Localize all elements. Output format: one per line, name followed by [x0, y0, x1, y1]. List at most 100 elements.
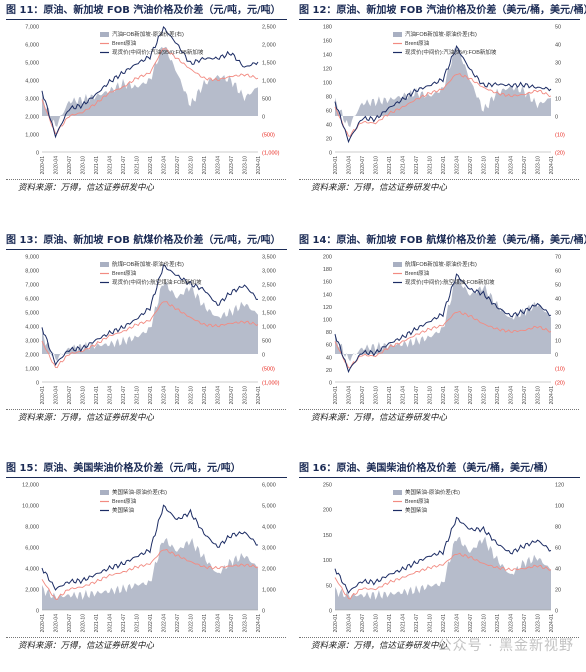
legend-label: 航煤FOB新加坡-原油价差(右) — [405, 260, 477, 268]
y2-tick-label: 10 — [555, 339, 561, 345]
x-tick-label: 2021-01 — [387, 614, 393, 633]
y-tick-label: 2,000 — [25, 115, 39, 121]
y-tick-label: 180 — [323, 267, 332, 273]
x-tick-label: 2023-01 — [202, 614, 208, 633]
x-tick-label: 2021-01 — [387, 386, 393, 405]
x-tick-label: 2020-10 — [373, 614, 379, 633]
watermark: 公众号 · 黑金新视野 — [437, 638, 574, 654]
y-tick-label: 6,000 — [25, 297, 39, 303]
y-tick-label: 60 — [326, 109, 332, 115]
x-tick-label: 2022-01 — [441, 614, 447, 633]
series-line-product — [334, 273, 552, 374]
y-tick-label: 200 — [323, 255, 332, 261]
x-tick-label: 2023-01 — [495, 386, 501, 405]
y2-tick-label: 0 — [555, 353, 558, 359]
legend-label: 美国柴油-原油价差(右) — [112, 488, 167, 496]
y2-tick-label: 5,000 — [262, 504, 276, 510]
x-tick-label: 2023-04 — [508, 156, 514, 175]
y2-tick-label: 40 — [555, 567, 561, 573]
x-tick-label: 2020-07 — [360, 386, 366, 405]
y-tick-label: 0 — [329, 609, 332, 615]
legend-label: Brent原油 — [112, 39, 137, 47]
y-tick-label: 1,000 — [25, 367, 39, 373]
x-tick-label: 2020-04 — [346, 386, 352, 405]
y-tick-label: 8,000 — [25, 269, 39, 275]
legend-swatch — [100, 262, 109, 267]
y-tick-label: 200 — [323, 508, 332, 514]
legend-label: 美国柴油-原油价差(右) — [405, 488, 460, 496]
legend-swatch — [393, 262, 402, 267]
x-tick-label: 2020-01 — [40, 386, 46, 405]
y-tick-label: 40 — [326, 355, 332, 361]
y2-tick-label: 60 — [555, 269, 561, 275]
x-tick-label: 2022-07 — [175, 614, 181, 633]
y-tick-label: 120 — [323, 305, 332, 311]
x-tick-label: 2023-10 — [242, 386, 248, 405]
x-tick-label: 2023-04 — [215, 386, 221, 405]
y-tick-label: 9,000 — [25, 255, 39, 261]
y2-tick-label: 100 — [555, 504, 564, 510]
legend-label: 航煤FOB新加坡-原油价差(右) — [112, 260, 184, 268]
x-tick-label: 2020-04 — [53, 614, 59, 633]
y-tick-label: 80 — [326, 95, 332, 101]
legend-label: Brent原油 — [112, 269, 137, 277]
y-tick-label: 3,000 — [25, 97, 39, 103]
y2-tick-label: 20 — [555, 79, 561, 85]
x-tick-label: 2020-04 — [346, 156, 352, 175]
figure-15: 图 15：原油、美国柴油价格及价差（元/吨，元/吨） 0 2,000 4,000 6,… — [6, 462, 287, 672]
x-tick-label: 2022-01 — [441, 386, 447, 405]
y-tick-label: 8,000 — [25, 525, 39, 531]
chart-fig14: 0 20 40 60 80 100 120 140 160 180 200 (20) (10) 0 10 20… — [323, 255, 565, 405]
y2-tick-label: 30 — [555, 61, 561, 67]
x-tick-label: 2021-01 — [94, 614, 100, 633]
x-tick-label: 2021-10 — [134, 156, 140, 175]
chart-fig12: 0 20 40 60 80 100 120 140 160 180 (20) (10) 0 10 20 30 4… — [323, 25, 565, 175]
x-tick-label: 2022-10 — [481, 386, 487, 405]
x-tick-label: 2020-07 — [67, 156, 73, 175]
x-tick-label: 2023-10 — [242, 156, 248, 175]
y-tick-label: 100 — [323, 318, 332, 324]
chart-fig16: 0 50 100 150 200 250 0 20 40 60 80 100 120 2020-01 202… — [323, 483, 564, 633]
x-tick-label: 2023-10 — [535, 386, 541, 405]
y2-tick-label: 10 — [555, 97, 561, 103]
legend-label: 美国柴油 — [405, 506, 428, 514]
x-tick-label: 2021-01 — [94, 386, 100, 405]
y-tick-label: 4,000 — [25, 325, 39, 331]
y2-tick-label: 60 — [555, 546, 561, 552]
x-tick-label: 2021-04 — [107, 614, 113, 633]
x-tick-label: 2023-07 — [522, 386, 528, 405]
x-tick-label: 2021-10 — [427, 386, 433, 405]
y2-tick-label: (500) — [262, 133, 275, 139]
source-note: 资料来源：万得，信达证券研发中心 — [6, 637, 286, 652]
y-tick-label: 100 — [323, 81, 332, 87]
y2-tick-label: (10) — [555, 367, 565, 373]
y2-tick-label: 20 — [555, 588, 561, 594]
series-line-product — [334, 45, 552, 144]
figure-title: 图 13：原油、新加坡 FOB 航煤价格及价差（元/吨，元/吨） — [6, 234, 287, 250]
y-tick-label: 4,000 — [25, 79, 39, 85]
x-tick-label: 2023-04 — [215, 614, 221, 633]
series-line-product — [334, 516, 552, 594]
x-tick-label: 2023-04 — [508, 614, 514, 633]
legend-label: 汽油FOB新加坡-原油价差(右) — [112, 30, 184, 38]
x-tick-label: 2022-10 — [481, 156, 487, 175]
legend-swatch — [393, 490, 402, 495]
y2-tick-label: 3,000 — [262, 269, 276, 275]
x-tick-label: 2020-01 — [333, 156, 339, 175]
x-tick-label: 2020-10 — [373, 156, 379, 175]
y2-tick-label: (20) — [555, 151, 565, 157]
x-tick-label: 2020-07 — [67, 614, 73, 633]
x-tick-label: 2021-04 — [107, 386, 113, 405]
y2-tick-label: 50 — [555, 283, 561, 289]
source-note: 资料来源：万得，信达证券研发中心 — [6, 409, 286, 424]
legend-label: 现货价(中间价):航空煤油:FOB新加坡 — [405, 278, 495, 286]
series-line-brent — [334, 310, 552, 369]
y2-tick-label: 0 — [555, 609, 558, 615]
x-tick-label: 2022-04 — [454, 614, 460, 633]
figure-13: 图 13：原油、新加坡 FOB 航煤价格及价差（元/吨，元/吨） 0 1,000 2… — [6, 234, 287, 444]
y-tick-label: 0 — [36, 381, 39, 387]
x-tick-label: 2022-07 — [175, 156, 181, 175]
series-area-spread — [335, 47, 551, 128]
x-tick-label: 2022-04 — [161, 614, 167, 633]
x-tick-label: 2022-10 — [188, 614, 194, 633]
